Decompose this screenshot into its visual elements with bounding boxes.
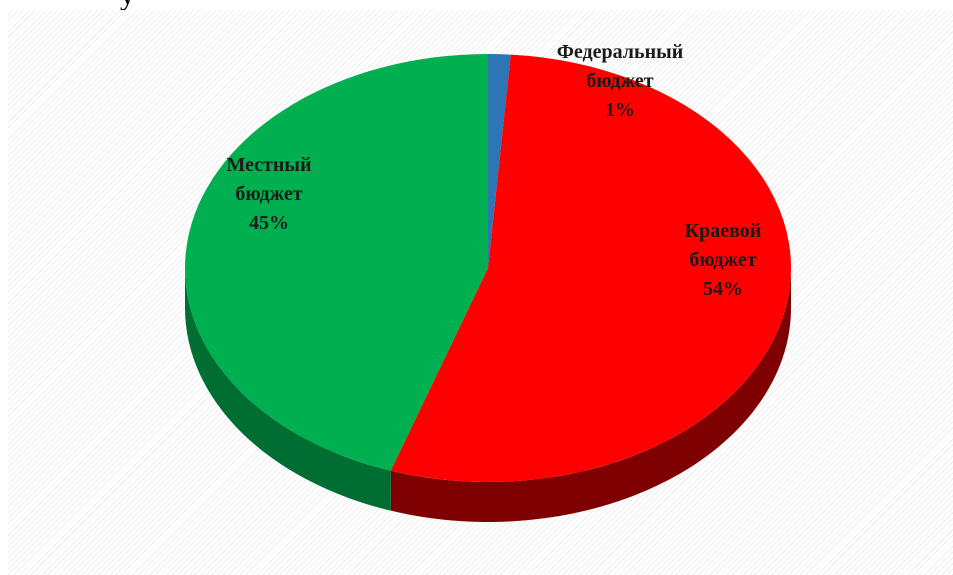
slice-label-2: Местный бюджет 45% <box>226 154 311 234</box>
pie-tops <box>185 53 792 482</box>
slice-name-line: бюджет <box>689 249 756 271</box>
slice-name-line: Федеральный <box>557 41 684 63</box>
pie-sides <box>185 268 791 522</box>
pie-chart: Федеральный бюджет 1% Краевой бюджет 54% Местн… <box>185 41 792 522</box>
cropped-heading-text: у <box>0 0 953 10</box>
slice-label-0: Федеральный бюджет 1% <box>557 41 684 121</box>
slice-side-1 <box>390 268 791 522</box>
pie-slice-0 <box>488 54 511 268</box>
slice-side-2 <box>185 268 391 511</box>
slice-name-line: Местный <box>226 154 311 176</box>
slice-percent: 54% <box>703 278 743 300</box>
slice-name-line: бюджет <box>235 183 302 205</box>
pie-slice-1 <box>390 54 792 482</box>
pie-labels: Федеральный бюджет 1% Краевой бюджет 54% Местн… <box>226 41 761 300</box>
slice-percent: 45% <box>249 212 289 234</box>
chart-area: Федеральный бюджет 1% Краевой бюджет 54% Местн… <box>8 10 953 575</box>
slice-label-1: Краевой бюджет 54% <box>685 220 762 300</box>
slice-name-line: Краевой <box>685 220 762 242</box>
slice-name-line: бюджет <box>586 70 653 92</box>
slice-percent: 1% <box>605 99 635 121</box>
pie-slice-2 <box>185 53 488 471</box>
